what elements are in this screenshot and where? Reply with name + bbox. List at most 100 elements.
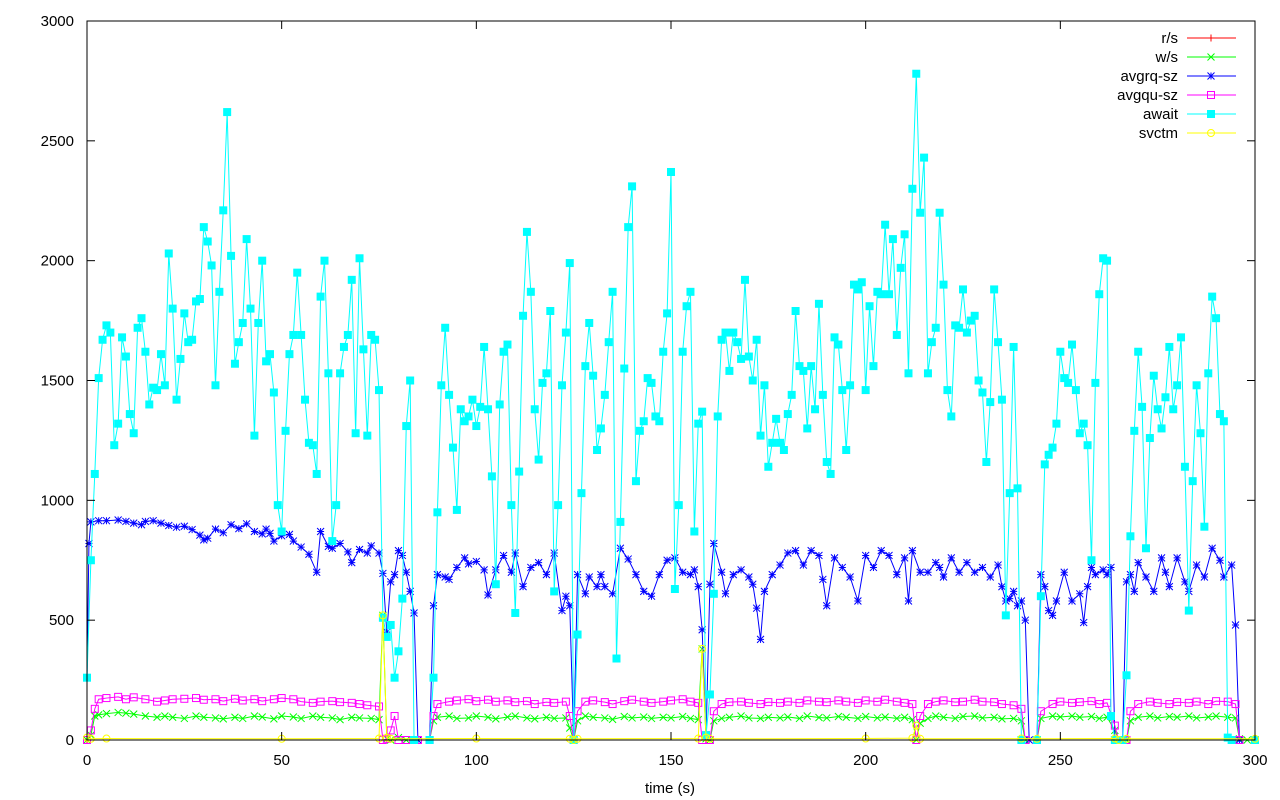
data-point-await: [242, 235, 251, 244]
data-point-avgrq-sz: [748, 580, 757, 589]
data-point-svctm: [916, 734, 925, 743]
data-point-await: [343, 330, 352, 339]
data-point-avgrq-sz: [102, 516, 111, 525]
data-point-avgrq-sz: [721, 589, 730, 598]
series-line-svctm: [86, 615, 1255, 741]
data-point-await: [585, 318, 594, 327]
data-point-avgrq-sz: [219, 528, 228, 537]
data-point-await: [347, 275, 356, 284]
data-point-avgrq-sz: [122, 517, 130, 526]
data-point-await: [554, 501, 563, 510]
data-point-avgqu-sz: [892, 697, 901, 706]
data-point-avgrq-sz: [534, 558, 543, 567]
data-point-avgrq-sz: [1009, 587, 1018, 596]
data-point-await: [612, 654, 621, 663]
series-avgrq-sz: [83, 516, 1259, 744]
data-point-w-s: [347, 713, 356, 722]
data-point-avgrq-sz: [1231, 621, 1240, 629]
data-point-avgrq-sz: [639, 587, 648, 596]
data-point-await: [359, 345, 368, 354]
data-point-w-s: [873, 714, 882, 722]
data-point-avgrq-sz: [1130, 587, 1139, 596]
data-point-svctm: [102, 734, 111, 743]
data-point-await: [892, 330, 901, 339]
data-point-await: [760, 381, 769, 390]
data-point-await: [577, 489, 586, 498]
data-point-await: [203, 237, 212, 246]
data-point-w-s: [530, 715, 539, 723]
data-point-await: [686, 287, 695, 296]
data-point-await: [869, 362, 878, 371]
data-point-w-s: [900, 713, 909, 722]
data-point-w-s: [1087, 712, 1096, 721]
data-point-avgrq-sz: [846, 573, 854, 581]
data-point-await: [1215, 410, 1224, 419]
data-point-avgqu-sz: [795, 698, 804, 707]
legend-marker: [1207, 91, 1215, 99]
data-point-await: [534, 455, 543, 464]
data-point-await: [398, 594, 407, 603]
data-point-await: [137, 314, 146, 323]
data-point-await: [573, 630, 582, 639]
data-point-await: [888, 235, 897, 244]
data-point-await: [842, 446, 851, 455]
data-point-await: [160, 381, 169, 390]
data-point-avgrq-sz: [305, 550, 313, 559]
data-point-avgrq-sz: [324, 542, 333, 551]
data-point-avgqu-sz: [842, 697, 851, 706]
data-point-await: [499, 347, 508, 356]
data-point-avgqu-sz: [1009, 701, 1018, 710]
data-point-avgrq-sz: [250, 527, 259, 536]
data-point-await: [705, 690, 714, 699]
data-point-avgqu-sz: [939, 696, 948, 705]
data-point-avgqu-sz: [744, 698, 753, 707]
data-point-await: [916, 208, 925, 217]
data-point-avgqu-sz: [297, 697, 306, 706]
data-point-avgrq-sz: [698, 625, 707, 634]
data-point-avgrq-sz: [776, 561, 784, 569]
data-point-await: [406, 376, 415, 385]
data-point-await: [375, 386, 383, 395]
data-point-avgrq-sz: [678, 568, 687, 577]
data-point-await: [386, 620, 395, 629]
data-point-w-s: [211, 714, 220, 722]
data-point-avgqu-sz: [686, 697, 695, 706]
data-point-await: [682, 302, 691, 311]
data-point-await: [519, 311, 528, 320]
data-point-w-s: [1075, 713, 1084, 722]
data-point-avgrq-sz: [737, 565, 745, 574]
data-point-avgrq-sz: [690, 565, 699, 574]
data-point-await: [620, 364, 629, 373]
data-point-avgrq-sz: [562, 592, 570, 601]
data-point-w-s: [795, 714, 804, 723]
data-point-avgqu-sz: [114, 692, 123, 701]
data-point-avgqu-sz: [997, 700, 1006, 709]
data-point-await: [308, 441, 317, 450]
data-point-await: [433, 508, 442, 517]
data-point-await: [881, 220, 890, 229]
data-point-avgqu-sz: [667, 696, 675, 705]
data-point-avgqu-sz: [484, 695, 493, 704]
data-point-w-s: [1048, 712, 1057, 720]
data-point-await: [526, 287, 535, 296]
data-point-await: [768, 438, 777, 447]
data-point-avgqu-sz: [433, 700, 442, 709]
data-point-avgrq-sz: [632, 570, 640, 579]
data-point-avgrq-sz: [270, 537, 278, 545]
data-point-avgqu-sz: [258, 697, 267, 706]
data-point-w-s: [834, 712, 843, 721]
y-tick-label: 2500: [41, 133, 74, 150]
data-point-avgrq-sz: [141, 517, 150, 526]
data-point-w-s: [939, 713, 948, 722]
data-point-await: [168, 304, 177, 313]
data-point-await: [464, 412, 473, 421]
data-point-await: [670, 585, 679, 594]
data-point-avgrq-sz: [1149, 587, 1158, 596]
data-point-w-s: [1146, 712, 1154, 720]
data-point-w-s: [717, 714, 726, 723]
data-point-avgqu-sz: [639, 697, 648, 706]
data-point-await: [939, 280, 948, 289]
data-point-avgqu-sz: [647, 698, 656, 707]
data-point-await: [1184, 606, 1193, 615]
data-point-await: [507, 501, 516, 510]
